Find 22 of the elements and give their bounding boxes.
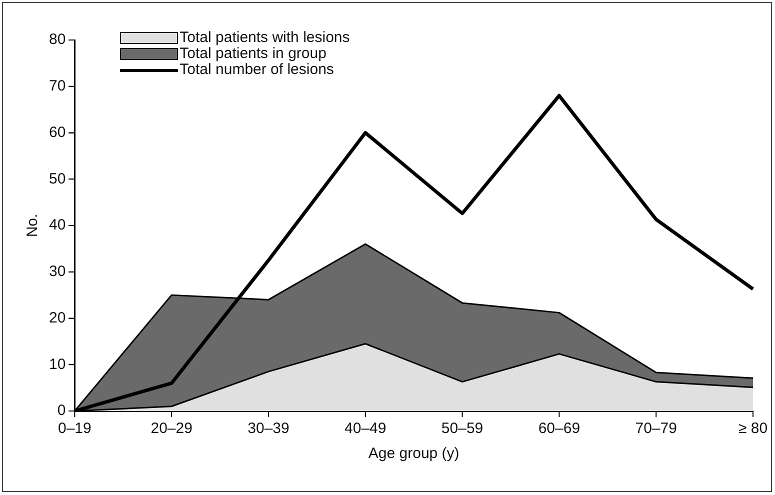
legend-label: Total patients with lesions [180, 29, 350, 46]
y-tick-label: 0 [57, 402, 66, 420]
x-tick-label: 40–49 [344, 420, 386, 438]
y-tick-label: 20 [48, 309, 66, 326]
y-tick-label: 40 [48, 216, 66, 234]
y-tick-label: 70 [48, 78, 66, 95]
x-tick-label: 60–69 [538, 420, 580, 438]
x-tick-label: 0–19 [58, 420, 92, 438]
y-axis-title: No. [24, 214, 42, 238]
y-tick-label: 50 [48, 170, 66, 188]
legend-label: Total number of lesions [180, 61, 334, 78]
x-tick-label: 50–59 [441, 420, 484, 438]
x-tick-label: ≥ 80 [738, 420, 768, 438]
x-axis-title: Age group (y) [368, 445, 460, 462]
y-tick-label: 60 [48, 124, 66, 141]
y-tick-label: 80 [48, 31, 66, 48]
x-tick-label: 70–79 [635, 420, 677, 438]
y-tick-label: 10 [48, 356, 66, 373]
y-tick-label: 30 [48, 263, 66, 280]
x-tick-label: 20–29 [150, 420, 192, 438]
x-tick-label: 30–39 [248, 420, 290, 438]
legend-label: Total patients in group [180, 45, 326, 62]
